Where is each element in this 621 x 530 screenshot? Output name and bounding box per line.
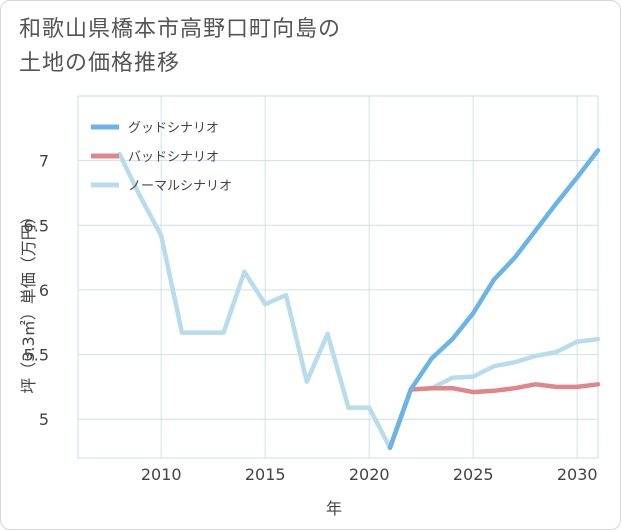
- y-tick-label: 6.5: [24, 216, 49, 235]
- plot-frame: [77, 95, 599, 459]
- series-line-0: [387, 148, 601, 450]
- series-layer: [117, 148, 601, 450]
- x-tick-label: 2020: [349, 465, 390, 484]
- chart-title: 和歌山県橋本市高野口町向島の 土地の価格推移: [19, 13, 341, 81]
- x-tick-label: 2030: [557, 465, 598, 484]
- y-tick-label: 5: [39, 410, 49, 429]
- legend-label: グッドシナリオ: [128, 121, 219, 136]
- y-tick-label: 6: [39, 281, 49, 300]
- legend-label: ノーマルシナリオ: [128, 179, 232, 194]
- y-tick-label: 5.5: [24, 346, 49, 365]
- x-tick-label: 2015: [245, 465, 286, 484]
- tick-labels: 2010 2015 2020 2025 2030 5 5.5 6 6.5 7: [24, 152, 598, 484]
- grid-lines: [77, 95, 599, 459]
- series-line-2: [117, 151, 601, 450]
- x-axis-label: 年: [326, 499, 342, 518]
- series-line-1: [387, 382, 601, 450]
- x-tick-label: 2025: [453, 465, 494, 484]
- y-tick-label: 7: [39, 152, 49, 171]
- y-axis-label: 坪（3.3㎡）単価（万円）: [19, 208, 38, 393]
- title-line-2: 土地の価格推移: [19, 51, 181, 76]
- x-tick-label: 2010: [141, 465, 182, 484]
- title-line-1: 和歌山県橋本市高野口町向島の: [19, 17, 342, 42]
- legend-label: バッドシナリオ: [128, 150, 219, 165]
